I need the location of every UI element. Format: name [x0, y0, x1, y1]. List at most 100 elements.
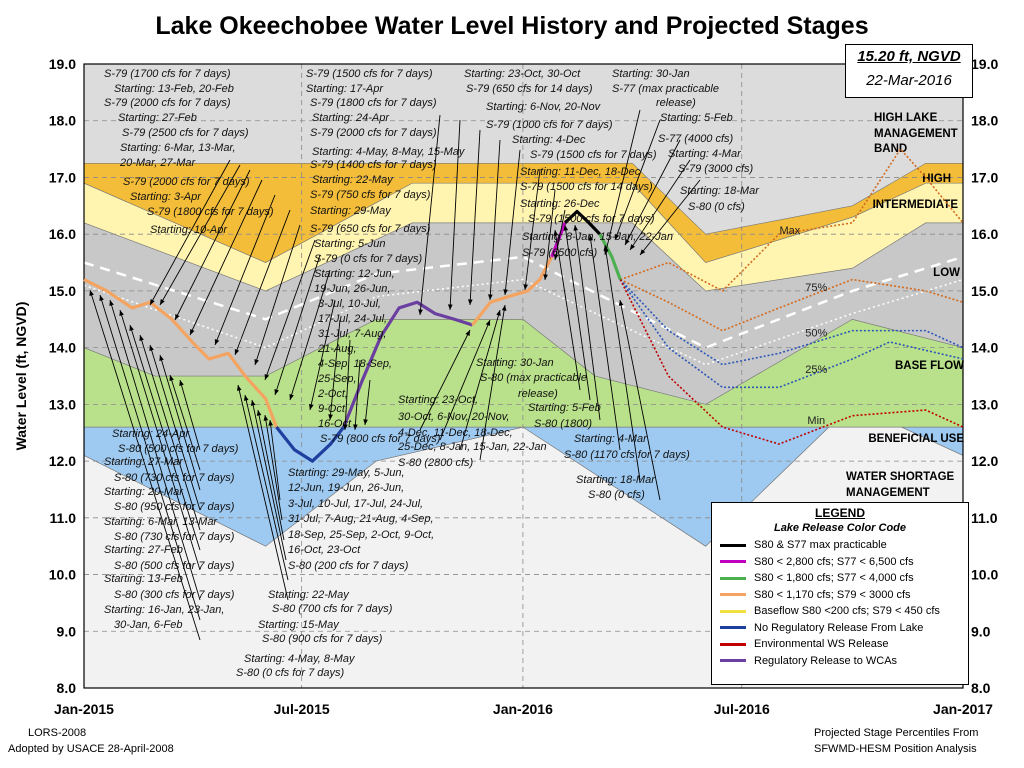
annotation-arrowhead: [160, 299, 165, 305]
y-tick-label-right: 8.0: [971, 680, 991, 696]
annotation-arrow: [149, 344, 201, 511]
annotation-arrow: [574, 224, 601, 421]
annotation-arrowhead: [119, 310, 124, 316]
y-tick-label-left: 19.0: [49, 56, 76, 72]
annotation-arrowhead: [418, 309, 423, 315]
projected-series-line: [619, 278, 964, 332]
release-annotation: S-79 (0 cfs for 7 days): [314, 253, 423, 265]
release-annotation: 4-Sep, 18-Sep,: [318, 358, 392, 370]
annotation-arrowhead: [175, 314, 180, 320]
observed-stage-segment: [550, 222, 567, 258]
release-annotation: S-80 (900 cfs for 7 days): [262, 633, 383, 645]
annotation-arrowhead: [573, 225, 579, 231]
annotation-arrowhead: [250, 400, 256, 406]
annotation-arrowhead: [214, 339, 220, 345]
release-annotation: Starting: 5-Feb: [660, 112, 733, 124]
legend-item: Baseflow S80 <200 cfs; S79 < 450 cfs: [712, 603, 968, 620]
release-annotation: release): [518, 388, 558, 400]
annotation-arrow: [214, 194, 276, 346]
legend-label: S80 < 1,800 cfs; S77 < 4,000 cfs: [754, 572, 914, 585]
release-annotation: S-79 (1000 cfs for 7 days): [486, 119, 613, 131]
release-annotation: S-79 (1800 cfs for 7 days): [147, 206, 274, 218]
y-tick-label-left: 17.0: [49, 169, 76, 185]
annotation-arrow: [544, 189, 556, 281]
legend-swatch: [720, 576, 746, 580]
annotation-arrow: [289, 269, 331, 401]
annotation-arrow: [149, 159, 231, 306]
annotation-arrowhead: [543, 274, 548, 280]
release-annotation: 17-Jul, 24-Jul,: [318, 313, 387, 325]
legend-item: S80 < 2,800 cfs; S77 < 6,500 cfs: [712, 554, 968, 571]
legend-swatch: [720, 659, 746, 663]
observed-stage-segment: [471, 256, 554, 326]
annotation-arrowhead: [129, 325, 134, 331]
release-annotation: Starting: 24-Apr: [112, 428, 190, 440]
release-annotation: S-79 (3000 cfs): [678, 163, 754, 175]
release-annotation: S-79 (2500 cfs for 7 days): [122, 127, 249, 139]
annotation-arrow: [174, 169, 251, 321]
release-annotation: Starting: 6-Mar, 13-Mar,: [120, 142, 236, 154]
y-tick-label-right: 19.0: [971, 56, 998, 72]
release-annotation: Starting: 4-May, 8-May: [244, 653, 356, 665]
annotation-arrowhead: [553, 230, 559, 236]
legend-item: Regulatory Release to WCAs: [712, 653, 968, 670]
annotation-arrowhead: [274, 389, 279, 395]
annotation-arrowhead: [603, 245, 609, 251]
annotation-arrow: [449, 119, 461, 311]
plot-frame: [83, 63, 964, 689]
release-annotation: 19-Jun, 26-Jun,: [314, 283, 390, 295]
y-tick-label-left: 11.0: [50, 510, 77, 526]
y-tick-label-left: 18.0: [49, 113, 76, 129]
band-label: MANAGEMENT: [874, 128, 958, 140]
release-annotation: Starting: 6-Nov, 20-Nov: [486, 101, 602, 113]
release-annotation: S-80 (300 cfs for 7 days): [114, 589, 235, 601]
release-annotation: 25-Dec, 8-Jan, 15-Jan, 22-Jan: [397, 441, 547, 453]
annotation-arrow: [459, 309, 501, 451]
release-annotation: S-77 (4000 cfs): [658, 133, 734, 145]
y-tick-label-left: 8.0: [57, 680, 77, 696]
release-annotation: 9-Oct,: [318, 403, 348, 415]
release-annotation: Starting: 27-Feb: [104, 544, 183, 556]
observed-stage-segment: [275, 426, 345, 463]
annotation-arrow: [234, 209, 291, 356]
annotation-arrowhead: [169, 375, 174, 381]
release-annotation: Starting: 5-Feb: [528, 402, 601, 414]
y-tick-label-right: 9.0: [971, 623, 991, 639]
release-annotation: Starting: 27-Feb: [118, 112, 197, 124]
release-annotation: S-79 (1400 cfs for 7 days): [310, 159, 437, 171]
current-stage-value: 15.20 ft, NGVD: [857, 48, 961, 65]
annotation-arrowhead: [254, 359, 259, 365]
annotation-arrow: [554, 229, 581, 391]
current-stage-date: 22-Mar-2016: [866, 72, 952, 89]
annotation-arrowhead: [308, 404, 314, 410]
percentile-label: 75%: [805, 282, 827, 294]
annotation-arrowhead: [353, 424, 358, 430]
annotation-arrowhead: [501, 305, 507, 311]
legend-label: S80 < 1,170 cfs; S79 < 3000 cfs: [754, 588, 911, 601]
release-annotation: S-79 (1500 cfs for 7 days): [306, 68, 433, 80]
y-tick-label-right: 16.0: [971, 226, 998, 242]
legend-item: S80 < 1,800 cfs; S77 < 4,000 cfs: [712, 570, 968, 587]
annotation-arrow: [619, 299, 661, 501]
annotation-arrowhead: [256, 410, 262, 416]
release-annotation: Starting: 5-Jun: [314, 238, 386, 250]
annotation-arrow: [129, 324, 201, 551]
annotation-arrow: [269, 419, 281, 501]
release-annotation: Starting: 13-Feb, 20-Feb: [114, 83, 234, 95]
release-annotation: S-79 (1700 cfs for 7 days): [104, 68, 231, 80]
projected-series-line: [620, 147, 964, 292]
legend-label: Regulatory Release to WCAs: [754, 654, 898, 667]
annotation-arrowhead: [467, 299, 473, 305]
release-annotation: Starting: 4-Dec: [512, 134, 586, 146]
legend-swatch: [720, 626, 746, 630]
release-annotation: Starting: 22-May: [312, 174, 394, 186]
annotation-arrow: [189, 179, 263, 336]
x-tick-label: Jul-2015: [274, 701, 330, 717]
footer-adopted: Adopted by USACE 28-April-2008: [8, 743, 174, 755]
annotation-arrowhead: [149, 345, 154, 351]
release-annotation: S-80 (max practicable: [480, 372, 587, 384]
annotation-arrowhead: [89, 290, 94, 296]
projected-series-line: [619, 279, 964, 366]
release-annotation: S-80 (730 cfs for 7 days): [114, 472, 235, 484]
observed-stage-segment: [83, 278, 278, 428]
